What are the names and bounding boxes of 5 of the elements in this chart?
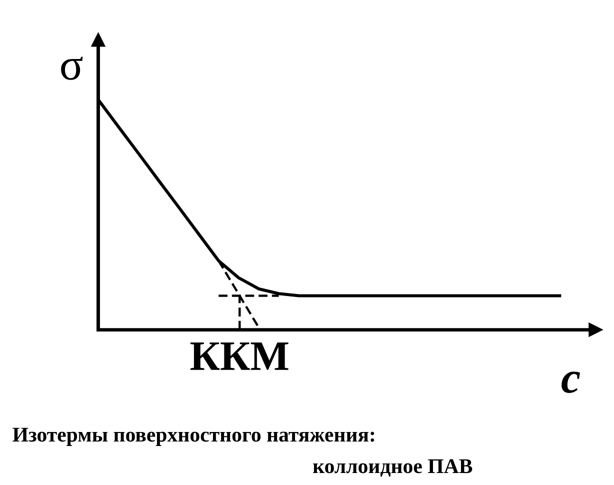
y-axis-title: σ (61, 56, 83, 80)
text: ККМ (190, 342, 288, 370)
x-axis-title: c (562, 372, 580, 393)
text: коллоидное ПАВ (313, 459, 472, 477)
text: Изотермы поверхностного натяжения: (12, 428, 374, 446)
